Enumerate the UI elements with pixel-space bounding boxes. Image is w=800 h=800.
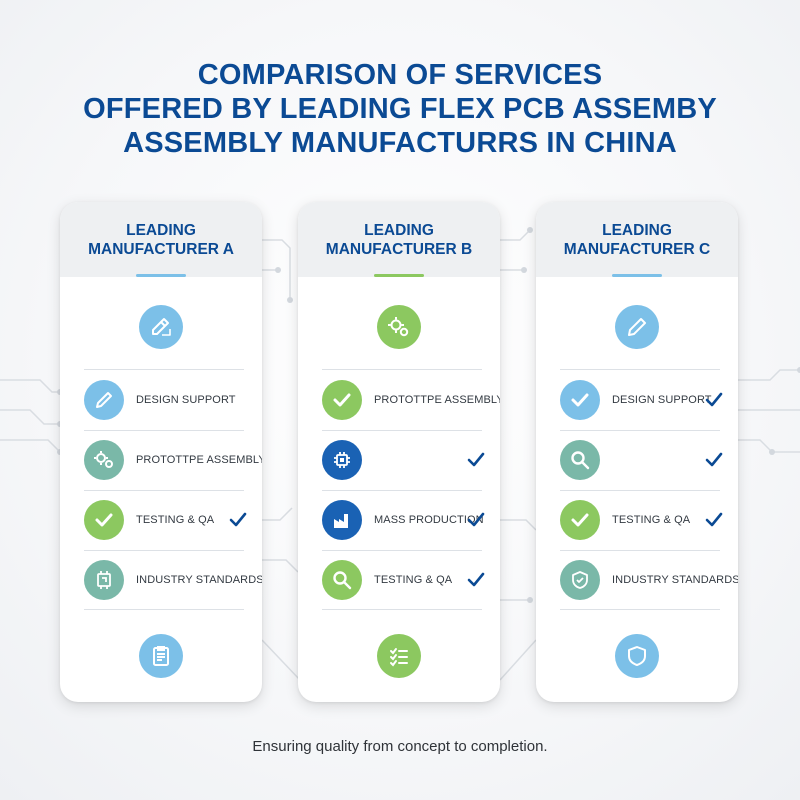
row-label: INDUSTRY STANDARDS bbox=[136, 574, 262, 586]
factory-icon bbox=[322, 500, 362, 540]
divider bbox=[322, 609, 482, 610]
shield-icon bbox=[615, 634, 659, 678]
circuit-board-icon bbox=[84, 560, 124, 600]
check-icon bbox=[229, 512, 247, 527]
gears-icon bbox=[377, 305, 421, 349]
title-line-3: ASSEMBLY MANUFACTURRS IN CHINA bbox=[123, 127, 677, 159]
shield-icon bbox=[560, 560, 600, 600]
check-icon bbox=[705, 512, 723, 527]
row-label: PROTOTTPE ASSEMBLY bbox=[374, 394, 500, 406]
card-header: LEADING MANUFACTURER B bbox=[298, 202, 500, 277]
check-icon bbox=[705, 452, 723, 467]
check-icon bbox=[467, 452, 485, 467]
row-label: MASS PRODUCTION bbox=[374, 514, 484, 526]
check-icon bbox=[467, 572, 485, 587]
title-line-1: COMPARISON OF SERVICES bbox=[197, 59, 603, 91]
card-header-line-2: MANUFACTURER B bbox=[325, 240, 473, 258]
card-header-line-1: LEADING bbox=[364, 221, 434, 239]
title-line-2: OFFERED BY LEADING FLEX PCB ASSEMBY bbox=[83, 93, 717, 125]
row-label: TESTING & QA bbox=[374, 574, 453, 586]
divider bbox=[322, 369, 482, 370]
checkmark-icon bbox=[84, 500, 124, 540]
magnifier-icon bbox=[560, 440, 600, 480]
divider bbox=[560, 490, 720, 491]
card-header-line-1: LEADING bbox=[602, 221, 672, 239]
header-accent-bar bbox=[136, 274, 186, 277]
list-item: PROTOTTPE ASSEMBLY bbox=[298, 370, 500, 430]
divider bbox=[84, 609, 244, 610]
card-header-line-1: LEADING bbox=[126, 221, 196, 239]
header-accent-bar bbox=[612, 274, 662, 277]
checklist-icon bbox=[377, 634, 421, 678]
divider bbox=[322, 490, 482, 491]
row-label: PROTOTTPE ASSEMBLY bbox=[136, 454, 262, 466]
card-manufacturer-c: LEADING MANUFACTURER C DESIGN SUPPORT TE… bbox=[536, 202, 738, 702]
checkmark-icon bbox=[560, 500, 600, 540]
row-label: INDUSTRY STANDARDS bbox=[612, 574, 738, 586]
chip-icon bbox=[322, 440, 362, 480]
check-icon bbox=[467, 512, 485, 527]
header-accent-bar bbox=[374, 274, 424, 277]
divider bbox=[560, 369, 720, 370]
list-item: DESIGN SUPPORT bbox=[60, 370, 262, 430]
card-header: LEADING MANUFACTURER C bbox=[536, 202, 738, 277]
list-item bbox=[298, 430, 500, 490]
divider bbox=[84, 550, 244, 551]
card-header: LEADING MANUFACTURER A bbox=[60, 202, 262, 277]
checkmark-icon bbox=[322, 380, 362, 420]
gears-icon bbox=[84, 440, 124, 480]
footer-tagline: Ensuring quality from concept to complet… bbox=[252, 738, 548, 755]
divider bbox=[560, 609, 720, 610]
clipboard-icon bbox=[139, 634, 183, 678]
list-item bbox=[536, 430, 738, 490]
divider bbox=[322, 550, 482, 551]
list-item: TESTING & QA bbox=[60, 490, 262, 550]
list-item: TESTING & QA bbox=[298, 550, 500, 610]
divider bbox=[322, 430, 482, 431]
checkmark-icon bbox=[560, 380, 600, 420]
list-item: MASS PRODUCTION bbox=[298, 490, 500, 550]
list-item: INDUSTRY STANDARDS bbox=[60, 550, 262, 610]
pencil-ruler-icon bbox=[139, 305, 183, 349]
list-item: DESIGN SUPPORT bbox=[536, 370, 738, 430]
divider bbox=[84, 430, 244, 431]
pencil-icon bbox=[615, 305, 659, 349]
list-item: INDUSTRY STANDARDS bbox=[536, 550, 738, 610]
magnifier-icon bbox=[322, 560, 362, 600]
divider bbox=[84, 490, 244, 491]
divider bbox=[84, 369, 244, 370]
divider bbox=[560, 430, 720, 431]
row-label: TESTING & QA bbox=[612, 514, 691, 526]
row-label: DESIGN SUPPORT bbox=[136, 394, 236, 406]
row-label: DESIGN SUPPORT bbox=[612, 394, 712, 406]
card-header-line-2: MANUFACTURER C bbox=[563, 240, 711, 258]
card-manufacturer-b: LEADING MANUFACTURER B PROTOTTPE ASSEMBL… bbox=[298, 202, 500, 702]
divider bbox=[560, 550, 720, 551]
page-title: COMPARISON OF SERVICES OFFERED BY LEADIN… bbox=[0, 58, 800, 160]
card-header-line-2: MANUFACTURER A bbox=[88, 240, 234, 258]
pencil-icon bbox=[84, 380, 124, 420]
card-manufacturer-a: LEADING MANUFACTURER A DESIGN SUPPORT PR… bbox=[60, 202, 262, 702]
row-label: TESTING & QA bbox=[136, 514, 215, 526]
list-item: TESTING & QA bbox=[536, 490, 738, 550]
check-icon bbox=[705, 392, 723, 407]
list-item: PROTOTTPE ASSEMBLY bbox=[60, 430, 262, 490]
